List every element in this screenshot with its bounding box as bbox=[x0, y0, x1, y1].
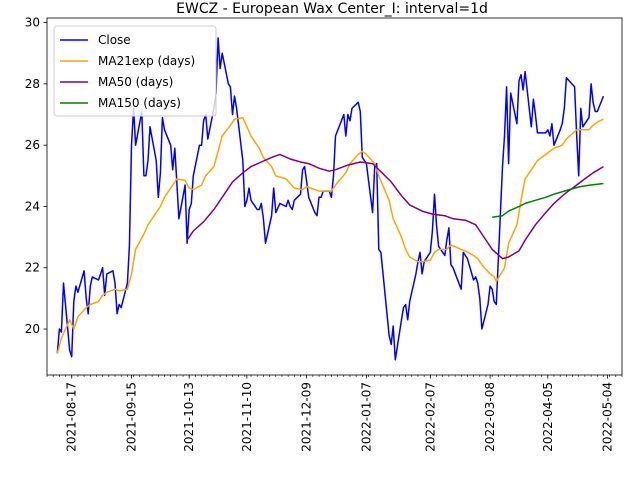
x-tick-label: 2022-03-08 bbox=[483, 382, 497, 452]
x-tick-label: 2022-02-07 bbox=[423, 382, 437, 452]
y-tick-label: 26 bbox=[25, 138, 40, 152]
axes: 20 22 24 26 28 30 2021-08-17 2021-09-15 2021-10-… bbox=[25, 16, 623, 452]
y-tick-label: 20 bbox=[25, 322, 40, 336]
legend: Close MA21exp (days) MA50 (days) MA150 (day… bbox=[53, 25, 217, 117]
x-tick-label: 2022-04-05 bbox=[541, 382, 555, 452]
legend-label-ma150-days: MA150 (days) bbox=[98, 96, 181, 110]
y-tick-label: 28 bbox=[25, 77, 40, 91]
legend-label-close: Close bbox=[98, 33, 131, 47]
series-line-ma150-days bbox=[492, 182, 604, 218]
y-tick-label: 22 bbox=[25, 261, 40, 275]
x-tick-label: 2022-01-07 bbox=[359, 382, 373, 452]
x-tick-label: 2021-08-17 bbox=[65, 382, 79, 452]
legend-label-ma21exp-days: MA21exp (days) bbox=[98, 54, 195, 68]
legend-box bbox=[53, 25, 217, 117]
y-tick-label: 24 bbox=[25, 199, 40, 213]
x-tick-label: 2021-11-10 bbox=[240, 382, 254, 452]
y-tick-label: 30 bbox=[25, 16, 40, 30]
legend-label-ma50-days: MA50 (days) bbox=[98, 75, 173, 89]
plot-area bbox=[56, 37, 605, 361]
plot-frame bbox=[46, 17, 623, 376]
series-line-ma21exp-days bbox=[56, 116, 604, 354]
x-tick-label: 2022-05-04 bbox=[601, 382, 615, 452]
series-line-ma50-days bbox=[186, 153, 604, 260]
x-tick-label: 2021-12-09 bbox=[300, 382, 314, 452]
x-tick-label: 2021-10-13 bbox=[182, 382, 196, 452]
x-tick-label: 2021-09-15 bbox=[124, 382, 138, 452]
chart-title: EWCZ - European Wax Center_I: interval=1… bbox=[176, 1, 488, 17]
